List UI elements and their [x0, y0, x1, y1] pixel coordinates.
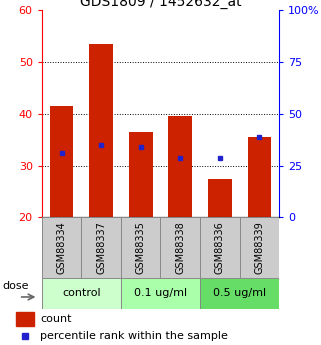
Bar — [208, 179, 232, 217]
Bar — [169, 117, 192, 217]
Bar — [42, 217, 81, 278]
Text: dose: dose — [2, 282, 29, 292]
Bar — [121, 217, 160, 278]
Bar — [247, 137, 271, 217]
Bar — [16, 313, 34, 326]
Bar — [121, 278, 200, 309]
Text: GSM88337: GSM88337 — [96, 221, 106, 274]
Title: GDS1809 / 1452632_at: GDS1809 / 1452632_at — [80, 0, 241, 9]
Bar — [240, 217, 279, 278]
Bar — [160, 217, 200, 278]
Text: GSM88336: GSM88336 — [215, 221, 225, 274]
Bar — [42, 278, 121, 309]
Bar — [89, 44, 113, 217]
Bar — [200, 278, 279, 309]
Bar — [200, 217, 240, 278]
Bar — [81, 217, 121, 278]
Text: GSM88334: GSM88334 — [56, 221, 66, 274]
Text: GSM88335: GSM88335 — [136, 221, 146, 274]
Bar — [50, 106, 74, 217]
Text: GSM88339: GSM88339 — [255, 221, 265, 274]
Text: GSM88338: GSM88338 — [175, 221, 185, 274]
Text: count: count — [40, 314, 72, 324]
Text: percentile rank within the sample: percentile rank within the sample — [40, 331, 228, 341]
Text: 0.1 ug/ml: 0.1 ug/ml — [134, 288, 187, 298]
Text: 0.5 ug/ml: 0.5 ug/ml — [213, 288, 266, 298]
Bar — [129, 132, 152, 217]
Text: control: control — [62, 288, 100, 298]
